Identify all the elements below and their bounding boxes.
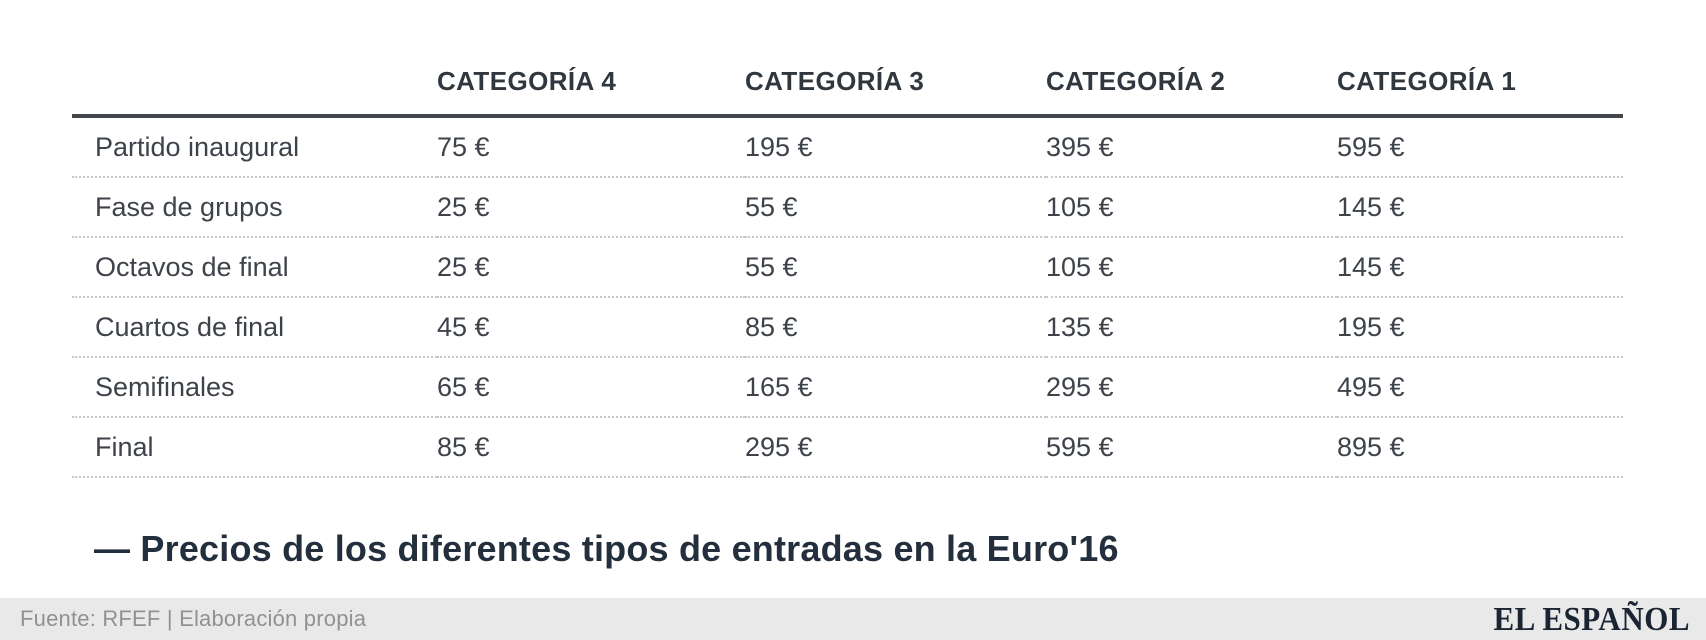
price-cell: 135 € (1046, 297, 1337, 358)
price-cell: 395 € (1046, 116, 1337, 178)
price-cell: 895 € (1337, 417, 1623, 478)
price-cell: 595 € (1046, 417, 1337, 478)
row-label: Fase de grupos (72, 177, 437, 238)
column-header-categoria-3: CATEGORÍA 3 (745, 65, 925, 96)
price-cell: 195 € (745, 116, 1046, 178)
price-cell: 195 € (1337, 297, 1623, 358)
header-row: CATEGORÍA 4 CATEGORÍA 3 CATEGORÍA 2 CATE… (72, 48, 1623, 116)
column-header-categoria-2: CATEGORÍA 2 (1046, 65, 1226, 96)
table-row: Partido inaugural 75 € 195 € 395 € 595 € (72, 116, 1623, 178)
row-label: Partido inaugural (72, 116, 437, 178)
row-label: Semifinales (72, 357, 437, 418)
price-cell: 55 € (745, 237, 1046, 298)
price-cell: 105 € (1046, 177, 1337, 238)
price-cell: 85 € (745, 297, 1046, 358)
el-espanol-logo: EL ESPAÑOL (1493, 599, 1690, 638)
row-label: Cuartos de final (72, 297, 437, 358)
price-cell: 55 € (745, 177, 1046, 238)
corner-cell (72, 48, 437, 116)
price-cell: 165 € (745, 357, 1046, 418)
row-label: Octavos de final (72, 237, 437, 298)
price-cell: 75 € (437, 116, 745, 178)
table-row: Fase de grupos 25 € 55 € 105 € 145 € (72, 177, 1623, 238)
price-cell: 105 € (1046, 237, 1337, 298)
column-header-categoria-4: CATEGORÍA 4 (437, 65, 617, 96)
source-attribution: Fuente: RFEF | Elaboración propia (20, 606, 367, 631)
price-cell: 25 € (437, 177, 745, 238)
price-cell: 25 € (437, 237, 745, 298)
price-cell: 495 € (1337, 357, 1623, 418)
column-header-categoria-1: CATEGORÍA 1 (1337, 65, 1517, 96)
table-row: Cuartos de final 45 € 85 € 135 € 195 € (72, 297, 1623, 358)
price-cell: 65 € (437, 357, 745, 418)
footer-bar: Fuente: RFEF | Elaboración propia EL ESP… (0, 598, 1706, 640)
price-cell: 145 € (1337, 177, 1623, 238)
price-cell: 595 € (1337, 116, 1623, 178)
row-label: Final (72, 417, 437, 478)
price-cell: 45 € (437, 297, 745, 358)
table-row: Semifinales 65 € 165 € 295 € 495 € (72, 357, 1623, 418)
price-cell: 295 € (1046, 357, 1337, 418)
prices-table: CATEGORÍA 4 CATEGORÍA 3 CATEGORÍA 2 CATE… (72, 48, 1623, 478)
table-row: Octavos de final 25 € 55 € 105 € 145 € (72, 237, 1623, 298)
table-row: Final 85 € 295 € 595 € 895 € (72, 417, 1623, 478)
price-cell: 145 € (1337, 237, 1623, 298)
price-cell: 295 € (745, 417, 1046, 478)
price-cell: 85 € (437, 417, 745, 478)
chart-caption: — Precios de los diferentes tipos de ent… (94, 528, 1119, 569)
